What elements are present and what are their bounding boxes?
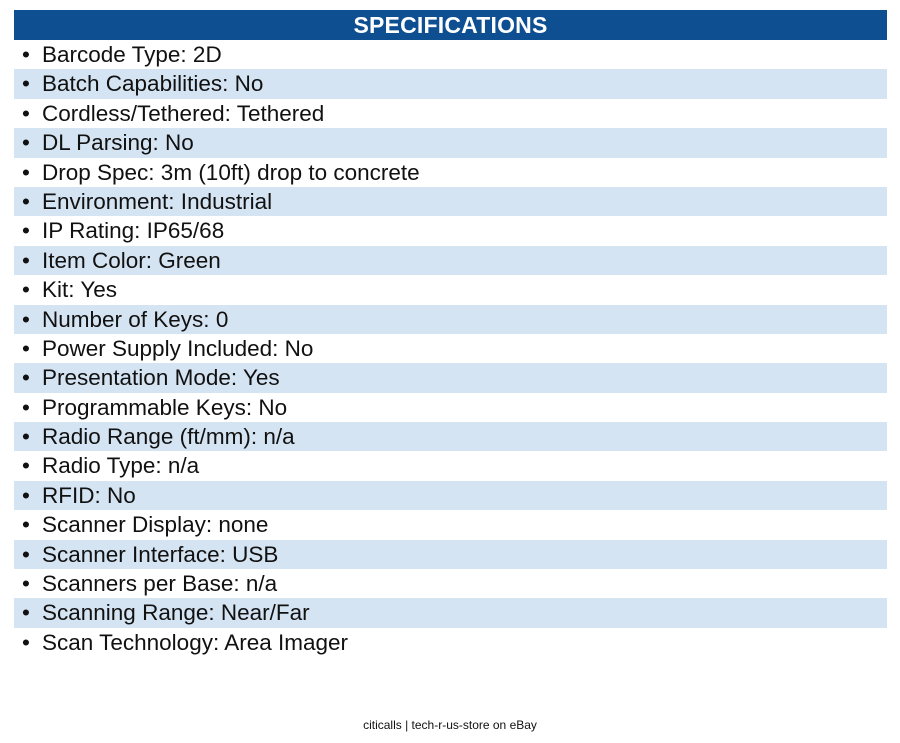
spec-text: Scanner Interface: USB xyxy=(42,541,279,567)
spec-row: • Drop Spec: 3m (10ft) drop to concrete xyxy=(14,158,887,187)
spec-row: • Scanners per Base: n/a xyxy=(14,569,887,598)
spec-row: • Number of Keys: 0 xyxy=(14,304,887,334)
spec-text: RFID: No xyxy=(42,482,136,508)
spec-row: • Scan Technology: Area Imager xyxy=(14,628,887,657)
spec-row: • Power Supply Included: No xyxy=(14,334,887,363)
spec-row: • DL Parsing: No xyxy=(14,128,887,158)
spec-text: Power Supply Included: No xyxy=(42,335,314,361)
spec-text: IP Rating: IP65/68 xyxy=(42,218,225,244)
spec-text: Number of Keys: 0 xyxy=(42,306,229,332)
spec-row: • Item Color: Green xyxy=(14,245,887,276)
bullet-icon: • xyxy=(22,629,30,655)
footer-credit: citicalls | tech-r-us-store on eBay xyxy=(363,718,537,732)
spec-text: DL Parsing: No xyxy=(42,130,194,156)
bullet-icon: • xyxy=(22,571,30,597)
bullet-icon: • xyxy=(22,453,30,479)
spec-text: Environment: Industrial xyxy=(42,188,273,214)
bullet-icon: • xyxy=(22,42,30,67)
bullet-icon: • xyxy=(22,600,30,626)
spec-row: • Cordless/Tethered: Tethered xyxy=(14,99,887,128)
spec-list: • Barcode Type: 2D • Batch Capabilities: N… xyxy=(14,40,887,657)
spec-text: Scanner Display: none xyxy=(42,512,269,538)
spec-text: Kit: Yes xyxy=(42,277,118,303)
specifications-header: SPECIFICATIONS xyxy=(14,10,887,40)
spec-text: Radio Range (ft/mm): n/a xyxy=(42,424,295,450)
bullet-icon: • xyxy=(22,277,30,303)
bullet-icon: • xyxy=(22,541,30,567)
bullet-icon: • xyxy=(22,130,30,156)
bullet-icon: • xyxy=(22,512,30,538)
bullet-icon: • xyxy=(22,159,30,185)
spec-row: • Batch Capabilities: No xyxy=(14,69,887,99)
spec-row: • IP Rating: IP65/68 xyxy=(14,216,887,245)
spec-text: Programmable Keys: No xyxy=(42,394,288,420)
spec-row: • Kit: Yes xyxy=(14,275,887,304)
bullet-icon: • xyxy=(22,218,30,244)
spec-text: Item Color: Green xyxy=(42,247,221,273)
spec-row: • Programmable Keys: No xyxy=(14,393,887,422)
spec-row: • Scanning Range: Near/Far xyxy=(14,598,887,628)
spec-row: • Presentation Mode: Yes xyxy=(14,363,887,393)
spec-text: Drop Spec: 3m (10ft) drop to concrete xyxy=(42,159,420,185)
spec-text: Presentation Mode: Yes xyxy=(42,365,280,391)
bullet-icon: • xyxy=(22,335,30,361)
spec-row: • Scanner Display: none xyxy=(14,510,887,539)
spec-text: Barcode Type: 2D xyxy=(42,42,222,67)
spec-row: • Environment: Industrial xyxy=(14,186,887,217)
spec-text: Scan Technology: Area Imager xyxy=(42,629,349,655)
spec-row: • RFID: No xyxy=(14,480,887,511)
spec-row: • Barcode Type: 2D xyxy=(14,40,887,69)
spec-text: Radio Type: n/a xyxy=(42,453,200,479)
spec-row: • Scanner Interface: USB xyxy=(14,539,887,570)
spec-text: Scanning Range: Near/Far xyxy=(42,600,310,626)
bullet-icon: • xyxy=(22,188,30,214)
spec-text: Cordless/Tethered: Tethered xyxy=(42,100,325,126)
bullet-icon: • xyxy=(22,365,30,391)
bullet-icon: • xyxy=(22,247,30,273)
bullet-icon: • xyxy=(22,394,30,420)
spec-row: • Radio Type: n/a xyxy=(14,451,887,480)
bullet-icon: • xyxy=(22,424,30,450)
spec-sheet: SPECIFICATIONS • Barcode Type: 2D • Batch … xyxy=(14,10,887,657)
bullet-icon: • xyxy=(22,71,30,97)
spec-text: Scanners per Base: n/a xyxy=(42,571,278,597)
bullet-icon: • xyxy=(22,482,30,508)
bullet-icon: • xyxy=(22,100,30,126)
bullet-icon: • xyxy=(22,306,30,332)
spec-row: • Radio Range (ft/mm): n/a xyxy=(14,422,887,452)
spec-text: Batch Capabilities: No xyxy=(42,71,264,97)
